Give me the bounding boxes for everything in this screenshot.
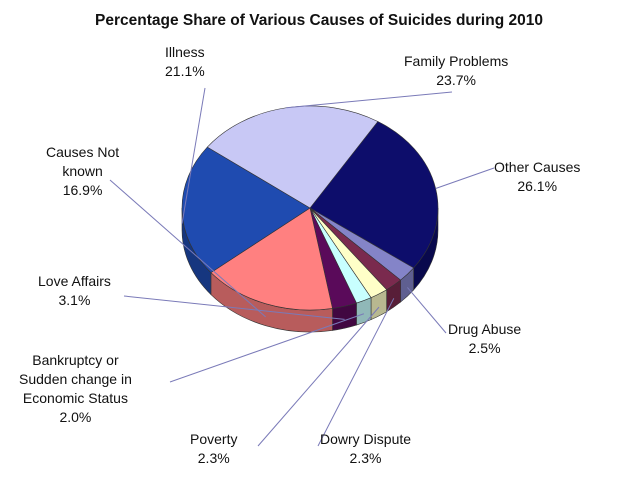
pie-slice-other-causes: [309, 121, 439, 269]
slice-label-love-affairs: Love Affairs 3.1%: [38, 273, 111, 308]
slice-label-causes-not-known: Causes Not known 16.9%: [46, 144, 120, 198]
leader-line-love-affairs: [123, 295, 345, 320]
slice-label-dowry-dispute: Dowry Dispute 2.3%: [320, 431, 412, 466]
chart-title: Percentage Share of Various Causes of Su…: [95, 12, 543, 29]
leader-line-other-causes: [435, 167, 495, 189]
leader-line-drug-abuse: [407, 287, 447, 334]
slice-label-poverty: Poverty 2.3%: [190, 431, 238, 466]
leader-line-family-problems: [286, 91, 453, 109]
leader-line-poverty: [257, 306, 380, 447]
slice-label-other-causes: Other Causes 26.1%: [494, 159, 581, 194]
slice-label-bankruptcy: Bankruptcy or Sudden change in Economic …: [19, 352, 132, 425]
pie-slice-causes-not-known: [210, 207, 333, 311]
leader-line-causes-not-known: [109, 179, 266, 318]
slice-label-drug-abuse: Drug Abuse 2.5%: [448, 321, 522, 356]
leader-line-illness: [181, 87, 206, 224]
slice-label-family-problems: Family Problems 23.7%: [404, 53, 509, 88]
leader-line-bankruptcy-or-sudden-change-in-economic-status: [169, 313, 365, 383]
pie-slice-illness: [181, 146, 311, 273]
slice-label-illness: Illness 21.1%: [165, 44, 205, 79]
leader-line-dowry-dispute: [317, 298, 395, 447]
